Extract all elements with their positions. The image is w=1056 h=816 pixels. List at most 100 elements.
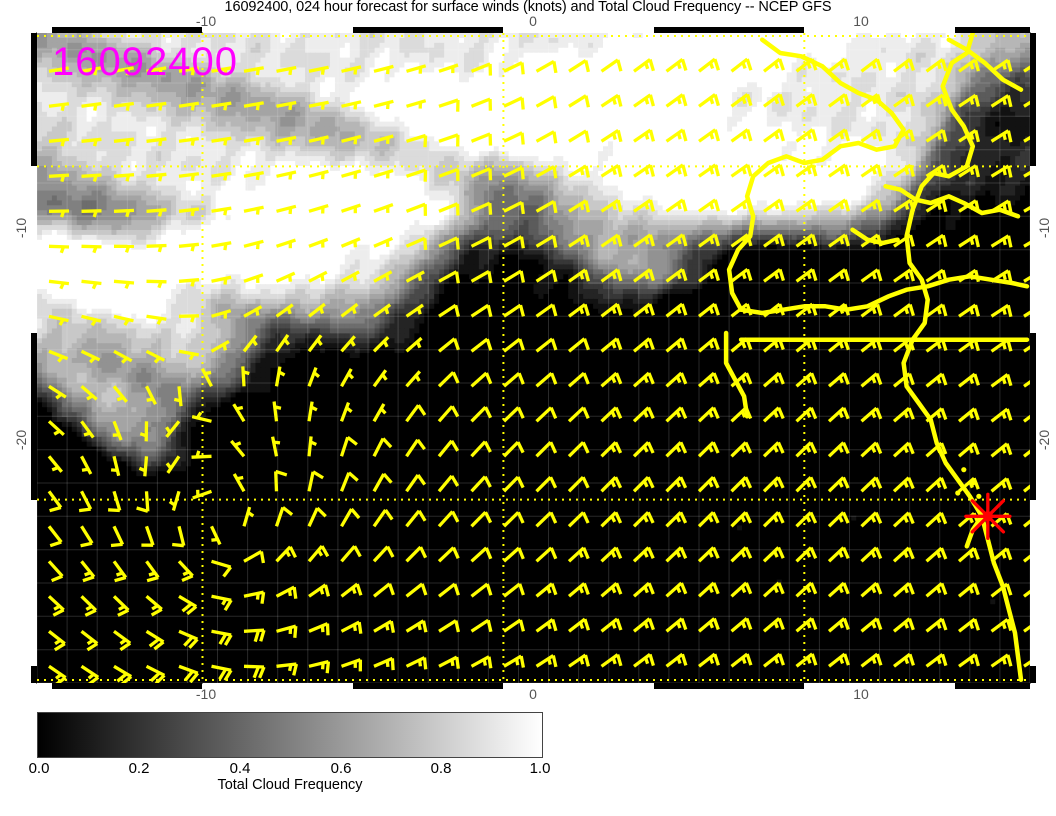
frame-left-seg bbox=[31, 333, 37, 500]
wind-barb bbox=[274, 366, 286, 387]
wind-barb bbox=[48, 102, 70, 112]
wind-barb bbox=[48, 279, 70, 290]
wind-barb bbox=[373, 656, 395, 671]
wind-barb bbox=[697, 617, 720, 633]
wind-barb bbox=[990, 129, 1013, 143]
wind-barb bbox=[372, 508, 394, 528]
wind-barb bbox=[925, 128, 948, 143]
wind-barb bbox=[113, 349, 133, 364]
wind-barb bbox=[1023, 660, 1030, 668]
wind-barb bbox=[600, 617, 623, 633]
wind-barb bbox=[568, 59, 591, 73]
wind-barb bbox=[243, 205, 264, 215]
wind-barb bbox=[632, 371, 655, 388]
wind-barb bbox=[730, 652, 753, 668]
wind-barb bbox=[600, 406, 623, 423]
wind-barb bbox=[274, 469, 288, 492]
wind-barb bbox=[340, 368, 355, 388]
wind-barb bbox=[339, 402, 353, 422]
wind-barb bbox=[503, 269, 526, 283]
frame-bottom-seg bbox=[202, 683, 353, 689]
wind-barb bbox=[211, 66, 232, 76]
cloud-frequency-field bbox=[37, 33, 1030, 683]
wind-barb bbox=[276, 100, 297, 111]
wind-barb bbox=[535, 654, 558, 668]
wind-barb bbox=[110, 455, 121, 477]
wind-barb bbox=[990, 373, 1013, 388]
wind-barb bbox=[730, 93, 753, 108]
wind-barb bbox=[665, 476, 688, 493]
wind-barb bbox=[730, 511, 753, 528]
wind-barb bbox=[730, 441, 753, 458]
wind-barb bbox=[48, 384, 67, 400]
wind-barb bbox=[600, 164, 623, 178]
wind-barb bbox=[470, 167, 493, 181]
wind-barb bbox=[232, 473, 246, 493]
wind-barb bbox=[48, 314, 69, 326]
wind-barb bbox=[242, 334, 258, 353]
wind-barb bbox=[892, 441, 915, 458]
x-tick-top-1: 0 bbox=[529, 13, 537, 29]
wind-barb bbox=[957, 617, 980, 633]
wind-barb bbox=[665, 581, 688, 598]
wind-barb bbox=[697, 371, 720, 388]
wind-barb bbox=[860, 546, 883, 563]
y-tick-left-0: -10 bbox=[13, 218, 29, 238]
wind-barb bbox=[172, 525, 186, 548]
wind-barb bbox=[230, 439, 246, 458]
wind-barb bbox=[243, 664, 266, 679]
wind-barb bbox=[48, 664, 67, 683]
wind-barb bbox=[567, 582, 590, 598]
wind-barb bbox=[795, 163, 818, 178]
wind-barb bbox=[211, 206, 232, 216]
wind-barb bbox=[165, 455, 181, 474]
wind-barb bbox=[730, 581, 753, 598]
wind-barb bbox=[730, 128, 753, 143]
wind-barb bbox=[762, 546, 785, 563]
wind-barb bbox=[860, 406, 883, 423]
wind-barb bbox=[405, 582, 428, 598]
wind-barb bbox=[405, 474, 427, 493]
wind-barb bbox=[600, 198, 623, 213]
wind-barb bbox=[47, 595, 65, 617]
wind-barb bbox=[567, 476, 590, 493]
wind-barb bbox=[600, 476, 623, 493]
wind-barb bbox=[632, 617, 655, 633]
wind-barb bbox=[795, 652, 818, 668]
wind-barb bbox=[372, 369, 388, 388]
wind-barb bbox=[632, 406, 655, 423]
wind-barb bbox=[925, 199, 948, 213]
wind-barb bbox=[438, 236, 460, 250]
wind-barb bbox=[925, 582, 948, 598]
wind-barb bbox=[1023, 310, 1030, 318]
y-tick-right-0: -10 bbox=[1036, 218, 1052, 238]
wind-barb bbox=[762, 441, 785, 458]
wind-barb bbox=[860, 163, 883, 178]
wind-barb bbox=[470, 440, 492, 458]
frame-right-seg bbox=[1030, 33, 1036, 167]
wind-barb bbox=[600, 511, 623, 528]
wind-barb bbox=[633, 128, 655, 143]
wind-barb bbox=[470, 371, 493, 388]
wind-barb bbox=[470, 235, 493, 250]
wind-barb bbox=[893, 163, 916, 178]
wind-barb bbox=[178, 629, 199, 649]
wind-barb bbox=[827, 337, 850, 353]
wind-barb bbox=[503, 131, 525, 145]
wind-barb bbox=[828, 198, 850, 213]
wind-barb bbox=[665, 546, 688, 563]
wind-barb bbox=[145, 349, 166, 364]
wind-barbs bbox=[47, 57, 1030, 683]
wind-barb bbox=[762, 652, 785, 668]
frame-right-seg bbox=[1030, 666, 1036, 683]
colorbar-tick-3: 0.6 bbox=[331, 760, 352, 777]
wind-barb bbox=[600, 93, 623, 108]
wind-barb bbox=[48, 209, 70, 218]
wind-barb bbox=[340, 270, 360, 283]
wind-barb bbox=[139, 421, 149, 442]
wind-barb bbox=[665, 511, 688, 528]
wind-barb bbox=[211, 309, 232, 319]
wind-barb bbox=[860, 268, 883, 283]
wind-barb bbox=[340, 658, 363, 672]
